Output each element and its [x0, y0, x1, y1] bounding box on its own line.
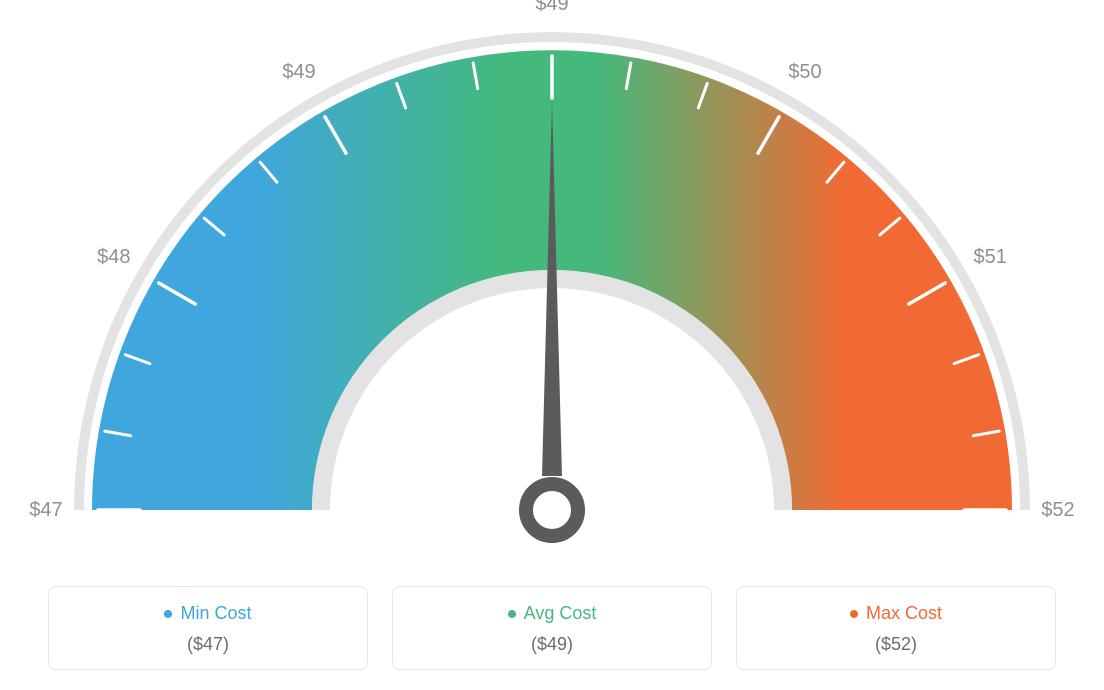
- gauge-area: $47 $48 $49 $49 $50 $51 $52: [0, 0, 1104, 560]
- svg-text:$52: $52: [1041, 499, 1074, 521]
- legend-value-min: ($47): [61, 634, 355, 655]
- svg-text:$47: $47: [29, 499, 62, 521]
- cost-gauge-widget: $47 $48 $49 $49 $50 $51 $52 Min Cost ($47) Avg…: [0, 0, 1104, 690]
- legend-row: Min Cost ($47) Avg Cost ($49) Max Cost (…: [48, 586, 1056, 670]
- legend-label-max: Max Cost: [850, 603, 942, 624]
- gauge-svg: $47 $48 $49 $49 $50 $51 $52: [0, 0, 1104, 560]
- legend-text-max: Max Cost: [866, 603, 942, 624]
- dot-icon: [850, 610, 858, 618]
- svg-text:$51: $51: [974, 246, 1007, 268]
- svg-text:$50: $50: [788, 61, 821, 83]
- dot-icon: [508, 610, 516, 618]
- legend-label-min: Min Cost: [164, 603, 251, 624]
- legend-card-max: Max Cost ($52): [736, 586, 1056, 670]
- svg-text:$48: $48: [97, 246, 130, 268]
- dot-icon: [164, 610, 172, 618]
- legend-label-avg: Avg Cost: [508, 603, 597, 624]
- legend-text-avg: Avg Cost: [524, 603, 597, 624]
- svg-text:$49: $49: [282, 61, 315, 83]
- legend-value-max: ($52): [749, 634, 1043, 655]
- legend-text-min: Min Cost: [180, 603, 251, 624]
- svg-text:$49: $49: [535, 0, 568, 15]
- legend-value-avg: ($49): [405, 634, 699, 655]
- legend-card-min: Min Cost ($47): [48, 586, 368, 670]
- legend-card-avg: Avg Cost ($49): [392, 586, 712, 670]
